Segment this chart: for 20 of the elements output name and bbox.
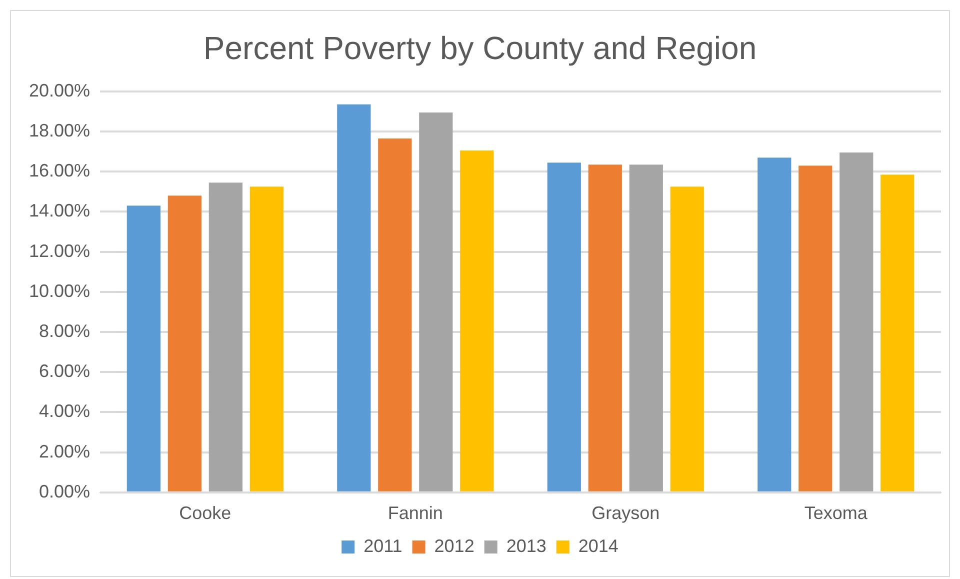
x-tick-label: Cooke [179, 503, 232, 524]
y-tick-label: 2.00% [39, 441, 90, 462]
y-tick-label: 0.00% [39, 481, 90, 502]
y-tick-label: 18.00% [28, 120, 90, 140]
y-tick-label: 10.00% [28, 280, 90, 301]
y-tick-label: 8.00% [39, 320, 90, 341]
y-tick-label: 4.00% [39, 401, 90, 422]
y-tick-label: 20.00% [28, 80, 90, 100]
y-tick-label: 12.00% [28, 240, 90, 261]
x-tick-label: Grayson [592, 503, 660, 524]
legend-label: 2013 [506, 536, 546, 556]
x-tick-label: Texoma [804, 503, 868, 524]
y-tick-label: 14.00% [28, 200, 90, 221]
legend-label: 2011 [364, 536, 402, 556]
y-tick-label: 6.00% [39, 361, 90, 382]
legend-label: 2014 [578, 536, 618, 556]
chart-title: Percent Poverty by County and Region [203, 30, 757, 66]
x-tick-label: Fannin [388, 503, 443, 524]
legend-label: 2012 [434, 536, 474, 556]
y-tick-label: 16.00% [28, 160, 90, 181]
